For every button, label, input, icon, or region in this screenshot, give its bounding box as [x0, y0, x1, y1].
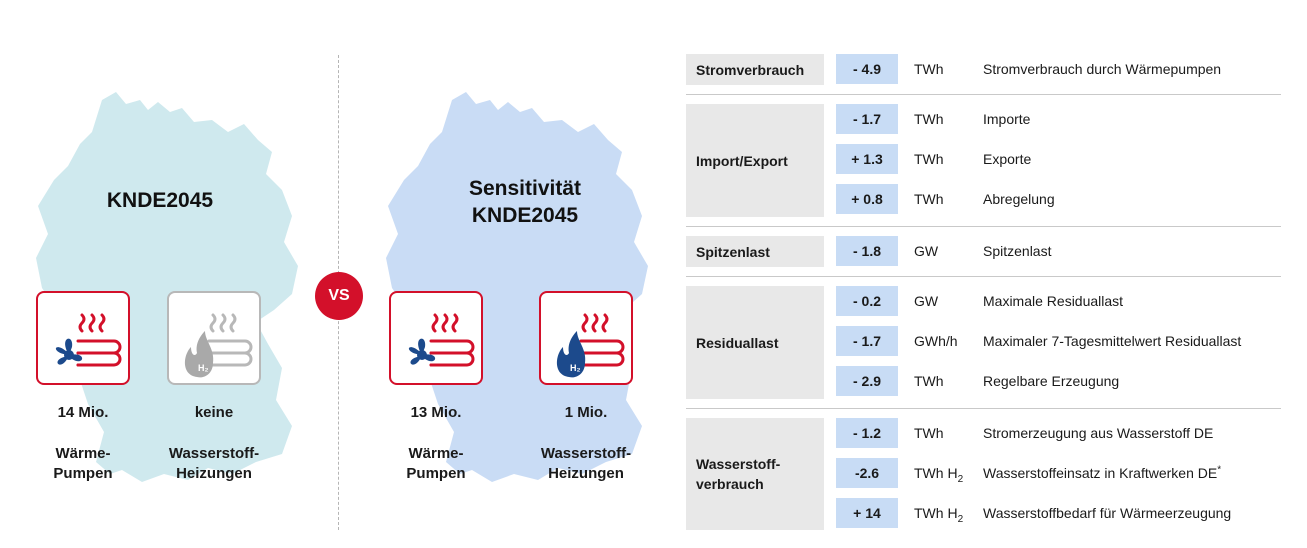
value-cell: - 4.9	[836, 54, 898, 84]
value-cell: + 1.3	[836, 144, 898, 174]
table-group-spitzenlast: Spitzenlast - 1.8 GW Spitzenlast	[686, 227, 1281, 277]
value-cell: + 14	[836, 498, 898, 528]
heat-pump-card-right	[389, 291, 483, 385]
description-cell: Exporte	[983, 151, 1032, 167]
group-label: Import/Export	[686, 104, 824, 217]
hydrogen-heating-caption-left: Wasserstoff- Heizungen	[168, 445, 260, 482]
value-cell: + 0.8	[836, 184, 898, 214]
hydrogen-heating-card-left: H₂	[167, 291, 261, 385]
table-group-residuallast: Residuallast - 0.2 GW Maximale Residuall…	[686, 277, 1281, 409]
group-label: Wasserstoff-verbrauch	[686, 418, 824, 530]
description-cell: Stromerzeugung aus Wasserstoff DE	[983, 425, 1214, 441]
svg-text:H₂: H₂	[570, 363, 581, 373]
description-cell: Abregelung	[983, 191, 1055, 207]
heat-pump-icon	[55, 313, 122, 367]
table-row: - 1.7 TWh Importe	[686, 95, 1281, 135]
map-germany-left	[30, 82, 320, 497]
scenario-title-right: Sensitivität KNDE2045	[468, 177, 582, 227]
map-germany-right	[380, 82, 670, 497]
description-cell: Wasserstoffeinsatz in Kraftwerken DE*	[983, 464, 1222, 481]
results-table: Stromverbrauch - 4.9 TWh Stromverbrauch …	[686, 45, 1281, 539]
table-row: - 4.9 TWh Stromverbrauch durch Wärmepump…	[686, 45, 1281, 85]
description-cell: Regelbare Erzeugung	[983, 373, 1120, 389]
description-cell: Stromverbrauch durch Wärmepumpen	[983, 61, 1222, 77]
heat-pump-count-right: 13 Mio.	[410, 404, 462, 421]
unit-cell: TWh	[914, 61, 944, 77]
group-label: Stromverbrauch	[686, 54, 824, 85]
group-label: Residuallast	[686, 286, 824, 399]
table-group-stromverbrauch: Stromverbrauch - 4.9 TWh Stromverbrauch …	[686, 45, 1281, 95]
hydrogen-heating-caption-right: Wasserstoff- Heizungen	[540, 445, 632, 482]
description-cell: Wasserstoffbedarf für Wärmeerzeugung	[983, 505, 1232, 521]
description-cell: Spitzenlast	[983, 243, 1052, 259]
unit-cell: GWh/h	[914, 333, 958, 349]
unit-cell: TWh	[914, 191, 944, 207]
heat-pump-caption-right: Wärme- Pumpen	[406, 445, 466, 482]
hydrogen-heating-icon: H₂	[556, 313, 625, 378]
table-group-import-export: Import/Export - 1.7 TWh Importe + 1.3 TW…	[686, 95, 1281, 227]
table-row: - 1.2 TWh Stromerzeugung aus Wasserstoff…	[686, 409, 1281, 449]
table-row: - 1.8 GW Spitzenlast	[686, 227, 1281, 267]
germany-shape-left	[36, 92, 298, 482]
heat-pump-icon	[408, 313, 475, 367]
value-cell: - 2.9	[836, 366, 898, 396]
description-cell: Maximale Residuallast	[983, 293, 1124, 309]
unit-cell: TWh	[914, 151, 944, 167]
germany-shape-right	[386, 92, 648, 482]
heat-pump-caption-left: Wärme- Pumpen	[53, 445, 113, 482]
table-row: -2.6 TWh H2 Wasserstoffeinsatz in Kraftw…	[686, 449, 1281, 489]
table-row: - 2.9 TWh Regelbare Erzeugung	[686, 357, 1281, 397]
vs-badge: VS	[315, 272, 363, 320]
description-cell: Importe	[983, 111, 1031, 127]
unit-cell: TWh	[914, 373, 944, 389]
table-row: - 0.2 GW Maximale Residuallast	[686, 277, 1281, 317]
hydrogen-heating-count-left: keine	[194, 404, 234, 421]
unit-cell: TWh	[914, 111, 944, 127]
value-cell: - 1.2	[836, 418, 898, 448]
value-cell: - 1.8	[836, 236, 898, 266]
unit-cell: GW	[914, 293, 939, 309]
value-cell: - 1.7	[836, 326, 898, 356]
description-cell: Maximaler 7-Tagesmittelwert Residuallast	[983, 333, 1242, 349]
table-row: + 0.8 TWh Abregelung	[686, 175, 1281, 215]
value-cell: - 0.2	[836, 286, 898, 316]
heat-pump-card-left	[36, 291, 130, 385]
table-row: - 1.7 GWh/h Maximaler 7-Tagesmittelwert …	[686, 317, 1281, 357]
hydrogen-heating-count-right: 1 Mio.	[564, 404, 608, 421]
hydrogen-heating-card-right: H₂	[539, 291, 633, 385]
unit-cell: GW	[914, 243, 939, 259]
value-cell: - 1.7	[836, 104, 898, 134]
table-row: + 1.3 TWh Exporte	[686, 135, 1281, 175]
heat-pump-count-left: 14 Mio.	[57, 404, 109, 421]
hydrogen-heating-icon: H₂	[184, 313, 253, 378]
unit-cell: TWh H2	[914, 465, 964, 485]
group-label: Spitzenlast	[686, 236, 824, 267]
scenario-title-left: KNDE2045	[106, 189, 214, 212]
svg-text:H₂: H₂	[198, 363, 209, 373]
value-cell: -2.6	[836, 458, 898, 488]
table-group-wasserstoffverbrauch: Wasserstoff-verbrauch - 1.2 TWh Stromerz…	[686, 409, 1281, 539]
unit-cell: TWh	[914, 425, 944, 441]
unit-cell: TWh H2	[914, 505, 964, 525]
table-row: + 14 TWh H2 Wasserstoffbedarf für Wärmee…	[686, 489, 1281, 529]
